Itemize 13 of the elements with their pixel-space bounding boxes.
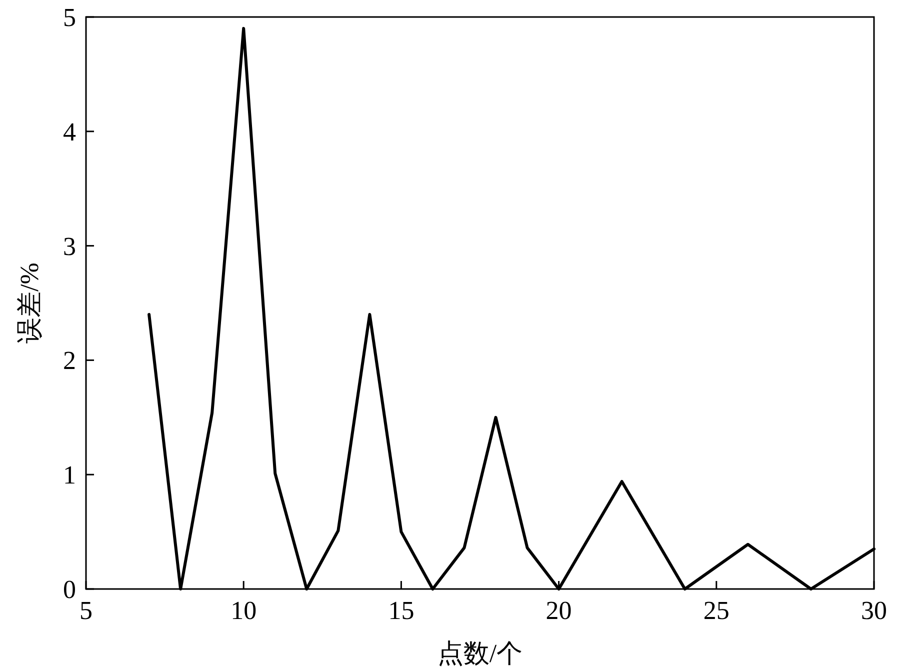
y-tick-label: 3 <box>63 232 76 261</box>
y-tick-label: 0 <box>63 575 76 604</box>
y-tick-label: 5 <box>63 3 76 32</box>
y-tick-label: 2 <box>63 346 76 376</box>
x-axis-title: 点数/个 <box>437 639 523 668</box>
x-tick-label: 30 <box>861 596 887 625</box>
x-tick-label: 10 <box>230 596 257 625</box>
y-tick-label: 1 <box>63 460 76 490</box>
y-axis-title: 误差/% <box>15 262 44 344</box>
y-tick-label: 4 <box>63 117 76 146</box>
x-tick-label: 15 <box>388 596 414 625</box>
x-tick-label: 25 <box>703 596 730 625</box>
x-tick-label: 20 <box>546 596 572 625</box>
